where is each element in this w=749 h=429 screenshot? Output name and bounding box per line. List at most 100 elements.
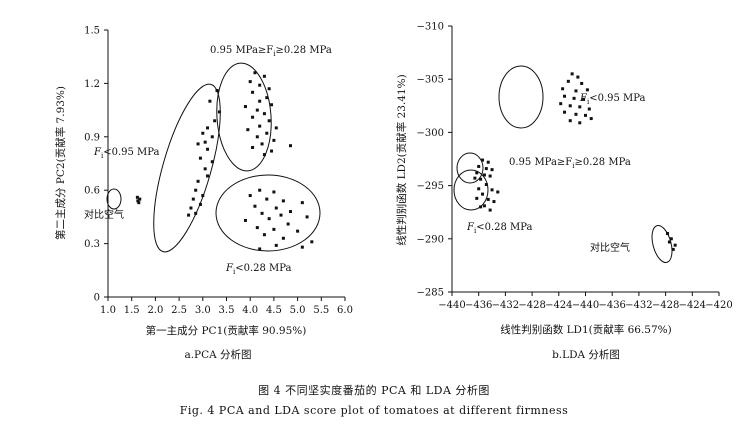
pca-point-group-1 bbox=[196, 142, 200, 146]
lda-x-tick-label: −424 bbox=[679, 300, 706, 311]
lda-point-group-3 bbox=[667, 240, 671, 244]
lda-point-group-1 bbox=[490, 168, 494, 172]
lda-point-group-2 bbox=[477, 187, 481, 191]
lda-point-group-2 bbox=[482, 204, 486, 208]
pca-point-group-2 bbox=[258, 99, 262, 103]
lda-panel: −440 −436 −432 −428 −424 −440 −436 −432 −428 −424… bbox=[395, 22, 733, 362]
lda-points bbox=[473, 72, 677, 251]
lda-point-group-2 bbox=[479, 205, 483, 209]
lda-label-air: 对比空气 bbox=[590, 241, 630, 254]
lda-y-tick-label: −295 bbox=[417, 181, 444, 192]
lda-y-tick-label: −310 bbox=[417, 22, 444, 33]
lda-point-group-0 bbox=[561, 87, 565, 91]
pca-point-group-3 bbox=[267, 217, 271, 221]
lda-point-group-0 bbox=[568, 104, 572, 108]
pca-point-group-2 bbox=[260, 142, 264, 146]
pca-point-group-2 bbox=[251, 145, 255, 149]
lda-point-group-3 bbox=[671, 247, 675, 251]
pca-point-group-0 bbox=[137, 201, 141, 205]
lda-ellipse-air bbox=[651, 225, 673, 263]
pca-label-mid: 0.95 MPa≥Fi≥0.28 MPa bbox=[210, 45, 332, 58]
pca-point-group-3 bbox=[255, 226, 259, 230]
lda-point-group-1 bbox=[488, 174, 492, 178]
pca-x-tick-label: 1.0 bbox=[100, 305, 116, 316]
pca-point-group-0 bbox=[136, 199, 140, 203]
lda-label-low: Fi<0.95 MPa bbox=[579, 93, 646, 106]
pca-point-group-1 bbox=[191, 197, 195, 201]
pca-point-group-3 bbox=[310, 240, 314, 244]
pca-point-group-1 bbox=[210, 135, 214, 139]
pca-point-group-1 bbox=[198, 202, 202, 206]
pca-point-group-2 bbox=[262, 153, 266, 157]
lda-point-group-0 bbox=[559, 102, 563, 106]
pca-point-group-2 bbox=[272, 138, 276, 142]
pca-point-group-3 bbox=[272, 227, 276, 231]
lda-point-group-1 bbox=[473, 176, 477, 180]
pca-point-group-1 bbox=[206, 126, 210, 130]
pca-ticks: 1.0 1.5 2.0 2.5 3.0 3.5 4.0 4.5 5.0 5.5 6.0 0 0.3 0.6… bbox=[84, 26, 353, 317]
pca-point-group-3 bbox=[279, 213, 283, 217]
pca-point-group-3 bbox=[272, 190, 276, 194]
pca-point-group-2 bbox=[288, 144, 292, 148]
pca-point-group-2 bbox=[262, 112, 266, 116]
pca-point-group-1 bbox=[196, 179, 200, 183]
pca-point-group-1 bbox=[187, 213, 191, 217]
pca-point-group-3 bbox=[248, 194, 252, 198]
lda-point-group-1 bbox=[484, 167, 488, 171]
pca-point-group-1 bbox=[194, 188, 198, 192]
pca-point-group-2 bbox=[255, 135, 259, 139]
lda-x-tick-label: −440 bbox=[438, 300, 465, 311]
pca-point-group-2 bbox=[251, 115, 255, 119]
pca-point-group-1 bbox=[201, 194, 205, 198]
lda-x-tick-label: −424 bbox=[545, 300, 572, 311]
pca-point-group-1 bbox=[213, 119, 217, 123]
lda-point-group-1 bbox=[486, 160, 490, 164]
pca-point-group-3 bbox=[288, 210, 292, 214]
lda-point-group-0 bbox=[584, 113, 587, 117]
pca-ellipse-mid bbox=[216, 62, 272, 172]
pca-panel: 1.0 1.5 2.0 2.5 3.0 3.5 4.0 4.5 5.0 5.5 6.0 0 0.3 0.6… bbox=[54, 26, 353, 362]
lda-panel-caption: b.LDA 分析图 bbox=[552, 348, 620, 361]
figure-caption-zh: 图 4 不同坚实度番茄的 PCA 和 LDA 分析图 bbox=[258, 383, 490, 397]
pca-ellipses bbox=[106, 62, 321, 253]
pca-point-group-3 bbox=[243, 218, 247, 222]
pca-point-group-3 bbox=[286, 222, 290, 226]
pca-point-group-3 bbox=[296, 229, 300, 233]
pca-y-tick-label: 0 bbox=[94, 293, 100, 304]
pca-point-group-2 bbox=[262, 74, 266, 78]
pca-point-group-3 bbox=[258, 247, 262, 251]
pca-point-group-3 bbox=[262, 233, 266, 237]
pca-point-group-2 bbox=[274, 126, 278, 130]
pca-point-group-1 bbox=[203, 167, 207, 171]
lda-point-group-2 bbox=[486, 197, 490, 201]
lda-point-group-2 bbox=[484, 183, 488, 187]
lda-point-group-0 bbox=[580, 81, 584, 85]
lda-y-tick-label: −285 bbox=[417, 288, 444, 299]
lda-x-tick-label: −440 bbox=[572, 300, 599, 311]
pca-x-tick-label: 4.5 bbox=[266, 305, 282, 316]
lda-point-group-0 bbox=[585, 88, 589, 92]
lda-point-group-0 bbox=[589, 117, 593, 121]
pca-x-tick-label: 3.0 bbox=[195, 305, 211, 316]
lda-y-tick-label: −305 bbox=[417, 75, 444, 86]
pca-point-group-3 bbox=[274, 206, 278, 210]
lda-label-soft: Fi<0.28 MPa bbox=[466, 222, 533, 235]
lda-point-group-2 bbox=[490, 188, 494, 192]
lda-point-group-1 bbox=[482, 173, 486, 177]
pca-point-group-1 bbox=[201, 131, 205, 135]
pca-x-tick-label: 2.5 bbox=[171, 305, 187, 316]
pca-point-group-1 bbox=[206, 174, 210, 178]
pca-point-group-1 bbox=[203, 140, 207, 144]
lda-y-tick-label: −300 bbox=[417, 128, 444, 139]
pca-points bbox=[135, 71, 314, 251]
pca-point-group-2 bbox=[270, 103, 274, 107]
lda-y-tick-label: −290 bbox=[417, 234, 444, 245]
pca-point-group-0 bbox=[135, 195, 139, 199]
pca-y-tick-label: 0.3 bbox=[84, 239, 100, 250]
pca-y-tick-label: 1.5 bbox=[84, 26, 100, 37]
pca-point-group-3 bbox=[274, 243, 278, 247]
pca-ellipse-low bbox=[153, 83, 221, 253]
pca-x-tick-label: 4.0 bbox=[242, 305, 258, 316]
lda-x-tick-label: −436 bbox=[598, 300, 625, 311]
lda-x-tick-label: −420 bbox=[705, 300, 732, 311]
